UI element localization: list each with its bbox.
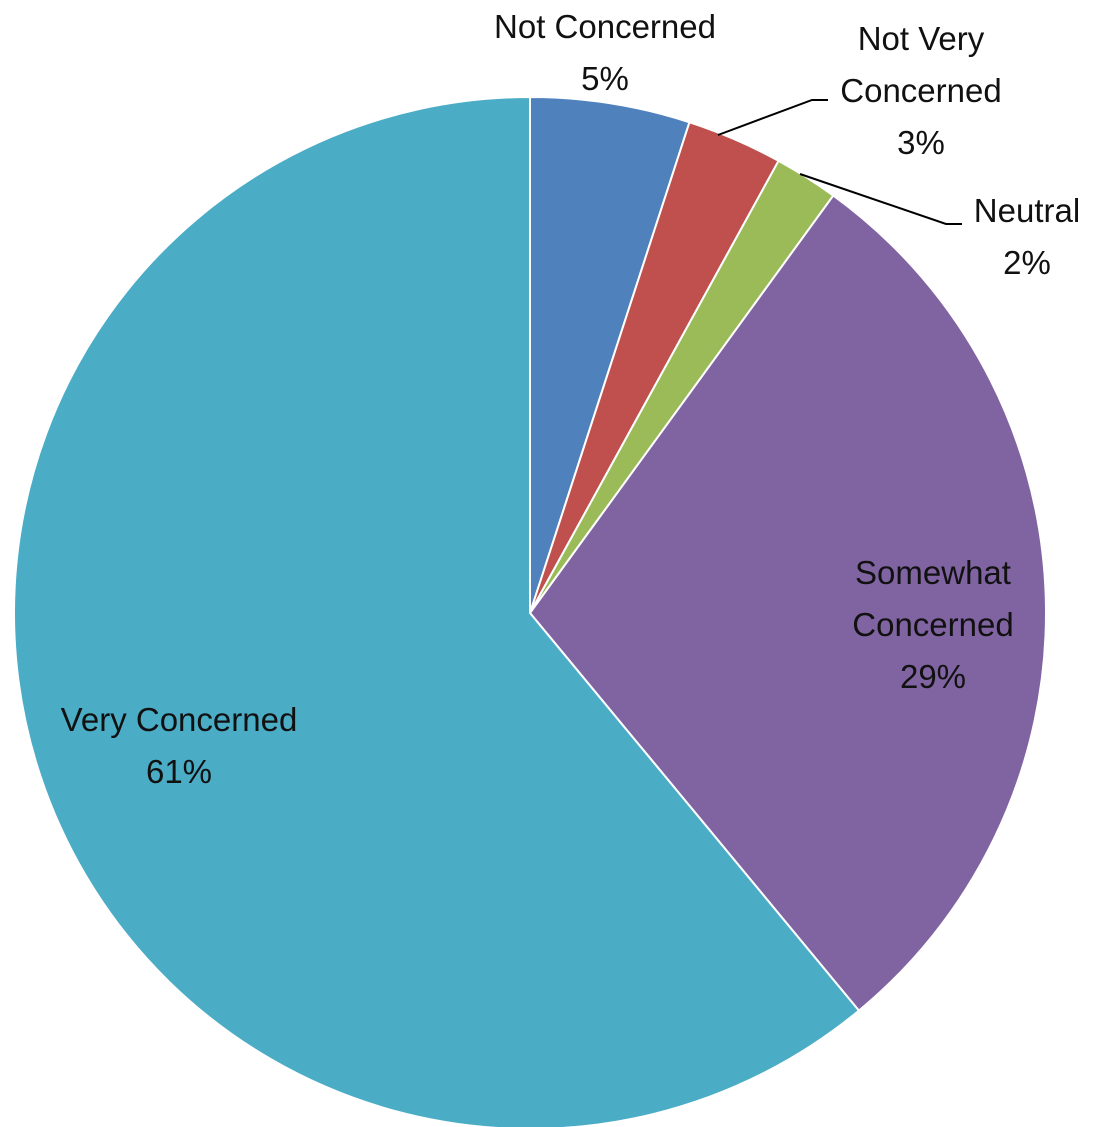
data-label-category: Very Concerned [61,701,298,738]
data-label-not-very-concerned: Not Very Concerned 3% [840,20,1001,161]
pie-slice-not-concerned [529,95,691,614]
data-label-value: 3% [897,124,945,161]
pie-slice-somewhat-concerned [528,194,1047,1012]
data-label-category: Somewhat [855,554,1011,591]
data-label-value: 61% [146,753,212,790]
data-label-neutral: Neutral 2% [974,192,1080,281]
data-label-category: Concerned [852,606,1013,643]
leader-line-not-very-concerned [717,99,828,136]
data-label-value: 5% [581,60,629,97]
data-label-category: Neutral [974,192,1080,229]
data-label-category: Not Very [858,20,985,57]
data-label-value: 2% [1003,244,1051,281]
slice-labels: Not Concerned 5% Not Very Concerned 3% Neutra… [61,8,1081,790]
leader-line-neutral [799,173,962,225]
pie-slices [12,95,1047,1127]
data-label-category: Not Concerned [494,8,716,45]
data-label-category: Concerned [840,72,1001,109]
data-label-somewhat-concerned: Somewhat Concerned 29% [852,554,1013,695]
data-label-not-concerned: Not Concerned 5% [494,8,716,97]
pie-slice-very-concerned [12,95,861,1127]
leader-lines [717,99,962,225]
data-label-value: 29% [900,658,966,695]
data-label-very-concerned: Very Concerned 61% [61,701,298,790]
